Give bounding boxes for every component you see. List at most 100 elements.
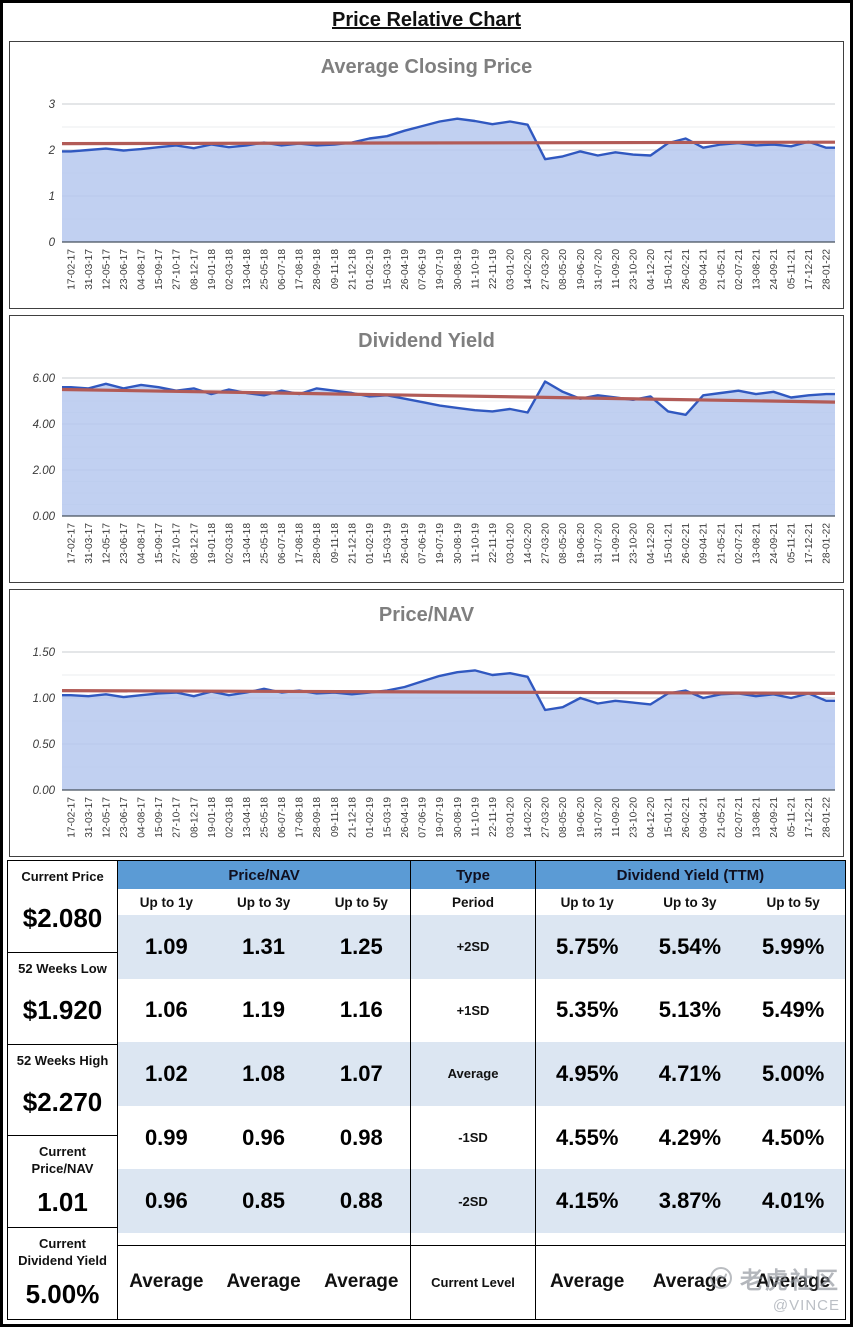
pnav-avg-1y: 1.02 [118,1042,215,1106]
header-type: Type [410,861,536,889]
dy-current-5y: Average [741,1244,845,1319]
stats-table: Price/NAV Type Dividend Yield (TTM) Up t… [117,860,846,1320]
svg-text:27-10-17: 27-10-17 [172,523,183,564]
svg-text:21-12-18: 21-12-18 [347,523,358,564]
header-price-nav: Price/NAV [118,861,411,889]
svg-text:26-02-21: 26-02-21 [681,797,692,838]
svg-text:0: 0 [49,237,56,249]
svg-text:27-03-20: 27-03-20 [541,523,552,564]
pnav-m2sd-3y: 0.85 [214,1169,313,1233]
svg-text:31-07-20: 31-07-20 [593,249,604,290]
spacer [118,1233,410,1245]
svg-text:09-04-21: 09-04-21 [699,523,710,564]
pnav-1sd-5y: 1.16 [339,997,383,1023]
svg-text:02-03-18: 02-03-18 [224,249,235,290]
current-price-label: Current Price [21,869,104,884]
price-nav-plot: 0.00 0.50 1.00 1.50 17-02-17 31-03-17 12-05-17… [33,647,836,838]
period-current-level: Current Level [410,1244,536,1319]
svg-text:15-03-19: 15-03-19 [383,249,394,290]
svg-text:21-12-18: 21-12-18 [347,797,358,838]
svg-text:31-07-20: 31-07-20 [593,797,604,838]
52-weeks-high-label: 52 Weeks High [16,1052,109,1068]
svg-text:23-06-17: 23-06-17 [119,797,130,838]
svg-text:30-08-19: 30-08-19 [453,797,464,838]
chart-title-average-closing-price: Average Closing Price [320,56,533,78]
current-price-value: $2.080 [22,903,103,934]
svg-text:2.00: 2.00 [32,465,56,477]
svg-text:23-10-20: 23-10-20 [629,523,640,564]
page-title: Price Relative Chart [332,9,521,31]
svg-text:07-06-19: 07-06-19 [418,797,429,838]
svg-text:03-01-20: 03-01-20 [506,249,517,290]
period-plus-2sd: +2SD [410,915,536,979]
svg-text:17-08-18: 17-08-18 [295,249,306,290]
svg-text:0.00: 0.00 [33,785,56,797]
svg-text:24-09-21: 24-09-21 [769,249,780,290]
svg-text:23-10-20: 23-10-20 [629,249,640,290]
svg-text:05-11-21: 05-11-21 [787,249,798,289]
svg-text:26-02-21: 26-02-21 [681,523,692,564]
period-plus-1sd: +1SD [410,978,536,1043]
svg-text:15-09-17: 15-09-17 [154,249,165,290]
svg-text:22-11-19: 22-11-19 [488,249,499,289]
average-closing-price-plot: 0 1 2 3 17-02-17 31-03-17 12-05-17 23-06-17 04-0… [48,99,836,290]
pnav-1sd-3y: 1.19 [242,997,285,1023]
dy-m2sd-3y: 3.87% [638,1169,742,1233]
svg-text:01-02-19: 01-02-19 [365,523,376,564]
svg-text:11-09-20: 11-09-20 [611,249,622,289]
svg-text:05-11-21: 05-11-21 [787,523,798,563]
dy-1sd-3y: 5.13% [658,997,722,1023]
page-title-bar: Price Relative Chart [3,3,850,41]
svg-text:28-09-18: 28-09-18 [312,249,323,290]
svg-text:01-02-19: 01-02-19 [365,249,376,290]
svg-text:25-05-18: 25-05-18 [260,523,271,564]
svg-text:24-09-21: 24-09-21 [769,523,780,564]
svg-text:17-08-18: 17-08-18 [295,797,306,838]
subheader-pnav-5y: Up to 5y [334,894,388,910]
svg-text:03-01-20: 03-01-20 [506,523,517,564]
svg-text:08-05-20: 08-05-20 [558,523,569,564]
svg-text:06-07-18: 06-07-18 [277,797,288,838]
svg-text:11-10-19: 11-10-19 [470,523,481,563]
svg-text:24-09-21: 24-09-21 [769,797,780,838]
svg-text:27-10-17: 27-10-17 [172,249,183,290]
svg-text:31-03-17: 31-03-17 [84,523,95,564]
svg-text:19-01-18: 19-01-18 [207,523,218,564]
svg-text:30-08-19: 30-08-19 [453,523,464,564]
svg-text:26-04-19: 26-04-19 [400,797,411,838]
svg-text:28-09-18: 28-09-18 [312,797,323,838]
svg-text:08-05-20: 08-05-20 [558,797,569,838]
svg-text:1.00: 1.00 [33,693,56,705]
pnav-current-3y: Average [214,1244,313,1319]
svg-text:17-02-17: 17-02-17 [66,523,77,564]
average-closing-price-chart: Average Closing Price 0 1 2 3 17-02-17 31-03-… [9,41,844,309]
svg-text:21-05-21: 21-05-21 [716,523,727,564]
current-price-cell: Current Price $2.080 [8,861,117,953]
svg-text:23-10-20: 23-10-20 [629,797,640,838]
52-weeks-low-cell: 52 Weeks Low $1.920 [8,953,117,1045]
period-minus-1sd: -1SD [410,1105,536,1170]
svg-text:04-08-17: 04-08-17 [137,797,148,838]
svg-text:15-03-19: 15-03-19 [383,797,394,838]
current-price-nav-label: Current Price/NAV [31,1144,94,1177]
svg-text:02-07-21: 02-07-21 [734,797,745,838]
svg-text:04-12-20: 04-12-20 [646,249,657,290]
current-dividend-yield-value: 5.00% [25,1278,100,1309]
svg-text:15-01-21: 15-01-21 [664,523,675,564]
pnav-avg-3y: 1.08 [214,1042,313,1106]
dy-current-1y: Average [535,1244,639,1319]
svg-text:13-08-21: 13-08-21 [751,249,762,290]
svg-text:05-11-21: 05-11-21 [787,797,798,837]
svg-text:06-07-18: 06-07-18 [277,523,288,564]
header-dividend-yield-ttm: Dividend Yield (TTM) [535,861,845,889]
52-weeks-low-value: $1.920 [22,995,103,1026]
dy-m1sd-1y: 4.55% [556,1124,619,1150]
svg-text:19-07-19: 19-07-19 [435,797,446,838]
svg-text:13-08-21: 13-08-21 [751,797,762,838]
pnav-2sd-1y: 1.09 [118,915,215,979]
svg-text:15-03-19: 15-03-19 [383,523,394,564]
subheader-pnav-3y: Up to 3y [236,894,291,910]
subheader-pnav-1y: Up to 1y [139,894,193,910]
svg-text:14-02-20: 14-02-20 [523,523,534,564]
